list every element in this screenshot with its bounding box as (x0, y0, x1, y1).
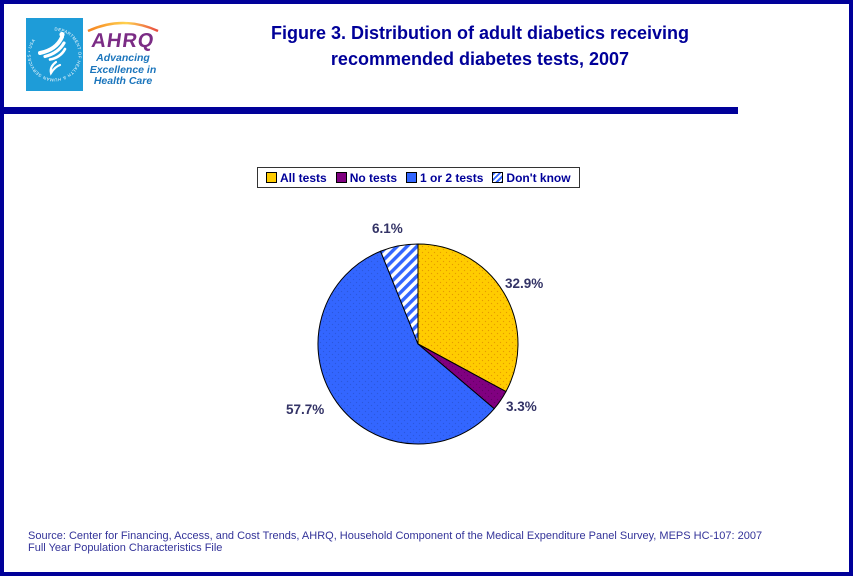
ahrq-acronym: AHRQ (90, 30, 156, 52)
legend-label-dont-know: Don't know (506, 170, 571, 185)
legend-label-no-tests: No tests (349, 170, 398, 185)
legend-swatch-dont-know-icon (492, 172, 504, 183)
hhs-seal-icon: DEPARTMENT OF HEALTH & HUMAN SERVICES • … (26, 18, 83, 91)
figure-title: Figure 3. Distribution of adult diabetic… (170, 20, 790, 72)
source-line-1: Source: Center for Financing, Access, an… (28, 530, 763, 542)
ahrq-tagline: Advancing Excellence in Health Care (84, 52, 162, 88)
pie-label-dont-know: 6.1% (372, 221, 403, 236)
tagline-line-2: Excellence in (89, 63, 157, 76)
figure-title-line-1: Figure 3. Distribution of adult diabetic… (270, 23, 690, 43)
pie-label-all-tests: 32.9% (505, 276, 544, 291)
legend-item-1-or-2-tests: 1 or 2 tests (406, 171, 483, 185)
legend-item-no-tests: No tests (335, 170, 398, 185)
rainbow-arc-icon (87, 21, 159, 32)
source-note: Source: Center for Financing, Access, an… (28, 530, 838, 554)
legend-item-dont-know: Don't know (492, 170, 571, 185)
pie-chart-svg (317, 243, 519, 445)
legend-swatch-1-or-2-tests-icon (406, 172, 418, 183)
chart-legend: All tests No tests 1 or 2 tests Don't kn… (257, 167, 580, 188)
figure-title-line-2: recommended diabetes tests, 2007 (330, 49, 630, 69)
pie-label-no-tests: 3.3% (506, 399, 537, 414)
hhs-eagle-icon: DEPARTMENT OF HEALTH & HUMAN SERVICES • … (26, 26, 82, 82)
pie-chart (313, 239, 523, 449)
legend-item-all-tests: All tests (266, 171, 327, 185)
tagline-line-1: Advancing (96, 52, 150, 64)
pie-slice-2 (317, 250, 495, 445)
header-divider-rule (4, 107, 738, 114)
pie-label-1-or-2-tests: 57.7% (286, 402, 325, 417)
legend-label-all-tests: All tests (280, 170, 327, 185)
source-line-2: Full Year Population Characteristics Fil… (28, 541, 223, 554)
pie-slice-3 (380, 243, 419, 345)
ahrq-logotype: AHRQ Advancing Excellence in Health Care (84, 18, 162, 91)
pie-slice-0 (417, 243, 519, 393)
legend-swatch-all-tests-icon (266, 172, 277, 183)
legend-swatch-no-tests-icon (335, 172, 347, 183)
legend-label-1-or-2-tests: 1 or 2 tests (420, 170, 484, 185)
ahrq-hhs-logo: DEPARTMENT OF HEALTH & HUMAN SERVICES • … (10, 10, 162, 96)
tagline-line-3: Health Care (93, 75, 153, 87)
